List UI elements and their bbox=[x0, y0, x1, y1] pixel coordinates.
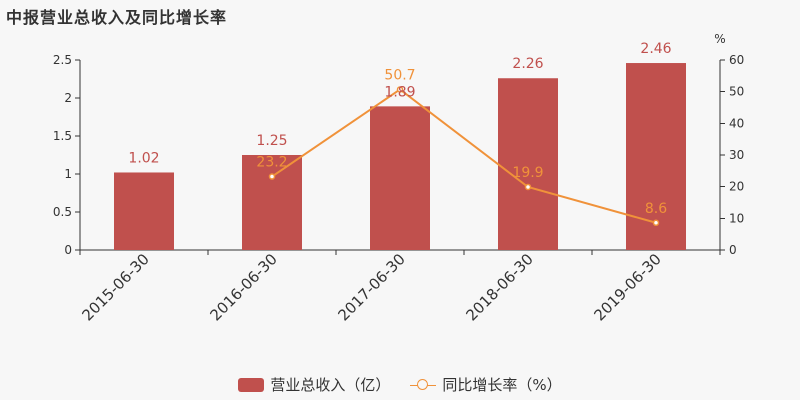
growth-rate-point[interactable] bbox=[652, 219, 660, 227]
revenue-bar-label: 1.25 bbox=[256, 133, 287, 149]
legend-item-revenue[interactable]: 营业总收入（亿） bbox=[238, 374, 390, 395]
legend-line-swatch-icon bbox=[410, 378, 437, 392]
growth-rate-point[interactable] bbox=[396, 86, 404, 93]
left-axis-tick-label: 2.5 bbox=[53, 53, 72, 67]
right-axis-tick-label: 10 bbox=[729, 211, 744, 225]
left-axis-tick-label: 0.5 bbox=[53, 205, 72, 219]
left-axis-tick-label: 1.5 bbox=[53, 129, 72, 143]
revenue-bar-label: 2.46 bbox=[640, 41, 671, 57]
bars-layer bbox=[114, 63, 686, 251]
growth-rate-line bbox=[271, 88, 657, 224]
x-axis-category-label: 2016-06-30 bbox=[206, 250, 280, 324]
right-axis-tick-label: 30 bbox=[729, 148, 744, 162]
revenue-bar-label: 2.26 bbox=[512, 56, 543, 72]
legend-label-growth: 同比增长率（%） bbox=[442, 376, 562, 394]
growth-rate-label: 23.2 bbox=[256, 155, 287, 171]
x-axis-category-label: 2015-06-30 bbox=[78, 250, 152, 324]
labels-layer: 1.02 1.25 1.89 2.26 2.46 23.2 50.7 19.9 8.6 bbox=[128, 41, 671, 217]
right-axis-tick-label: 50 bbox=[729, 85, 744, 99]
left-axis-tick-label: 2 bbox=[64, 91, 72, 105]
revenue-bar[interactable] bbox=[114, 172, 174, 250]
growth-rate-label: 8.6 bbox=[645, 201, 667, 217]
legend-item-growth[interactable]: 同比增长率（%） bbox=[410, 374, 562, 395]
chart-title: 中报营业总收入及同比增长率 bbox=[6, 8, 228, 27]
right-axis-tick-label: 20 bbox=[729, 180, 744, 194]
right-axis-unit-label: % bbox=[714, 32, 725, 46]
legend: 营业总收入（亿） 同比增长率（%） bbox=[0, 374, 800, 395]
right-axis-tick-label: 60 bbox=[729, 53, 744, 67]
legend-label-revenue: 营业总收入（亿） bbox=[270, 376, 391, 394]
growth-rate-point[interactable] bbox=[268, 173, 276, 180]
x-axis-category-label: 2018-06-30 bbox=[462, 250, 536, 324]
growth-rate-label: 19.9 bbox=[512, 165, 543, 181]
revenue-bar-label: 1.02 bbox=[128, 150, 159, 166]
revenue-bar[interactable] bbox=[498, 78, 558, 251]
growth-rate-point[interactable] bbox=[524, 183, 532, 191]
left-axis-tick-label: 1 bbox=[64, 167, 72, 181]
growth-rate-label: 50.7 bbox=[384, 67, 415, 83]
revenue-bar[interactable] bbox=[626, 63, 686, 250]
revenue-bar[interactable] bbox=[370, 106, 430, 250]
right-axis-tick-label: 0 bbox=[729, 243, 737, 257]
x-axis-category-label: 2019-06-30 bbox=[590, 250, 664, 324]
revenue-bar-label: 1.89 bbox=[384, 84, 415, 100]
revenue-bar[interactable] bbox=[242, 155, 302, 250]
right-axis-tick-label: 40 bbox=[729, 116, 744, 130]
x-axis-category-label: 2017-06-30 bbox=[334, 250, 408, 324]
line-layer bbox=[268, 86, 660, 227]
left-axis-tick-label: 0 bbox=[64, 243, 72, 257]
legend-bar-swatch-icon bbox=[238, 377, 265, 392]
